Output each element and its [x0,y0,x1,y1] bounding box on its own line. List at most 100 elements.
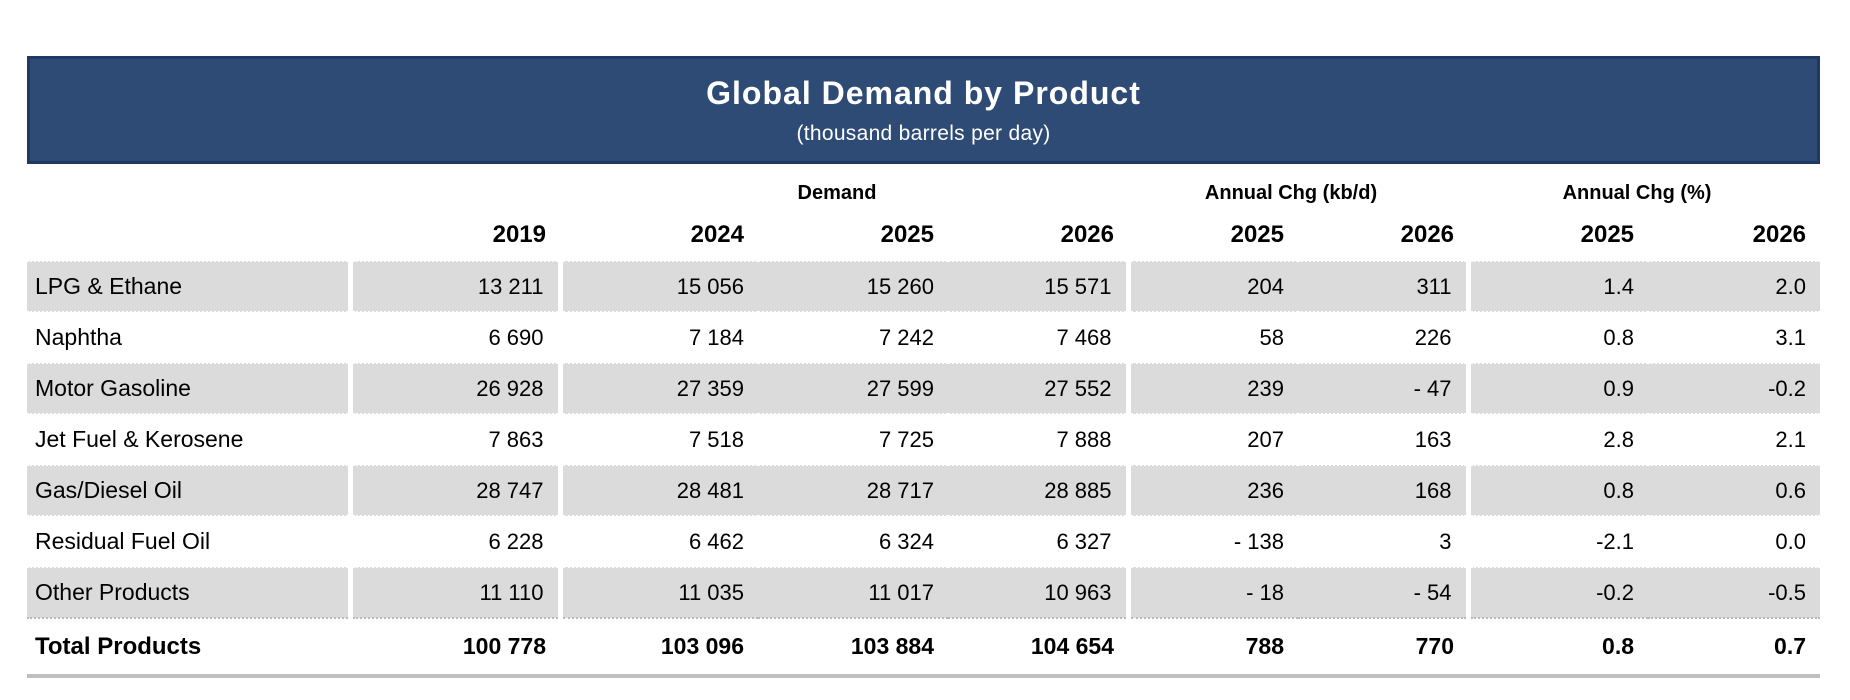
value-cell: 311 [1298,260,1471,312]
value-cell: 103 096 [560,617,758,678]
product-label: Other Products [27,566,353,618]
year-header: 2025 [1230,220,1284,248]
value-cell: - 138 [1128,515,1298,567]
table-body: LPG & Ethane 13 211 15 056 15 260 15 571 204 3… [27,260,1821,678]
table-row: LPG & Ethane 13 211 15 056 15 260 15 571 204 3… [27,260,1821,312]
group-header-annual-chg-kbd: Annual Chg (kb/d) [1204,182,1378,204]
value-cell: 7 184 [560,311,758,363]
value-cell: -0.2 [1468,566,1649,618]
table-row: Naphtha 6 690 7 184 7 242 7 468 58 226 0.8 3.1 [27,311,1821,363]
value-cell: -2.1 [1468,515,1649,567]
value-cell: 27 359 [560,362,758,414]
year-header: 2026 [1752,220,1807,248]
table-title-banner: Global Demand by Product (thousand barre… [27,56,1820,164]
value-cell: 28 885 [948,464,1131,516]
value-cell: 163 [1298,413,1471,465]
value-cell: 26 928 [350,362,563,414]
value-cell: 7 888 [948,413,1131,465]
group-header-demand: Demand [797,182,877,204]
value-cell: 3 [1298,515,1471,567]
value-cell: 11 110 [350,566,563,618]
value-cell: 6 327 [948,515,1131,567]
year-header: 2026 [1060,220,1114,248]
year-header: 2026 [1400,220,1455,248]
value-cell: 0.8 [1468,311,1649,363]
year-header: 2024 [690,220,744,248]
value-cell: 103 884 [758,617,948,678]
value-cell: - 47 [1298,362,1471,414]
value-cell: 0.7 [1648,617,1821,678]
value-cell: 7 518 [560,413,758,465]
value-cell: 11 035 [560,566,758,618]
product-label: LPG & Ethane [27,260,353,312]
value-cell: 204 [1128,260,1298,312]
table-row: Motor Gasoline 26 928 27 359 27 599 27 552 23… [27,362,1821,414]
table-row: Gas/Diesel Oil 28 747 28 481 28 717 28 885 23… [27,464,1821,516]
product-label: Residual Fuel Oil [27,515,353,567]
value-cell: 28 481 [560,464,758,516]
product-label: Naphtha [27,311,353,363]
value-cell: 58 [1128,311,1298,363]
year-header: 2019 [492,220,546,248]
year-header: 2025 [880,220,934,248]
value-cell: 2.0 [1648,260,1821,312]
value-cell: 2.8 [1468,413,1649,465]
value-cell: - 18 [1128,566,1298,618]
product-label: Total Products [27,617,350,678]
value-cell: 3.1 [1648,311,1821,363]
value-cell: 15 260 [758,260,948,312]
value-cell: 27 599 [758,362,948,414]
value-cell: 236 [1128,464,1298,516]
table-row: Jet Fuel & Kerosene 7 863 7 518 7 725 7 888 2… [27,413,1821,465]
table-title: Global Demand by Product [706,74,1141,111]
table-subtitle: (thousand barrels per day) [796,121,1051,145]
value-cell: -0.5 [1648,566,1821,618]
value-cell: 788 [1128,617,1298,678]
value-cell: 7 242 [758,311,948,363]
value-cell: 770 [1298,617,1469,678]
value-cell: 7 725 [758,413,948,465]
value-cell: 6 690 [350,311,563,363]
global-demand-table: Demand Annual Chg (kb/d) Annual Chg (%) … [27,164,1821,678]
value-cell: 10 963 [948,566,1131,618]
value-cell: 168 [1298,464,1471,516]
value-cell: 6 228 [350,515,563,567]
value-cell: 7 863 [350,413,563,465]
product-label: Gas/Diesel Oil [27,464,353,516]
product-label: Motor Gasoline [27,362,353,414]
value-cell: 226 [1298,311,1471,363]
product-label: Jet Fuel & Kerosene [27,413,353,465]
empty-group-cell [350,164,560,209]
value-cell: 7 468 [948,311,1131,363]
table-row: Residual Fuel Oil 6 228 6 462 6 324 6 327- 1… [27,515,1821,567]
value-cell: 6 324 [758,515,948,567]
column-group-header-row: Demand Annual Chg (kb/d) Annual Chg (%) [27,164,1820,209]
value-cell: - 54 [1298,566,1471,618]
value-cell: 0.9 [1468,362,1649,414]
value-cell: 15 571 [948,260,1131,312]
value-cell: 15 056 [560,260,758,312]
value-cell: 207 [1128,413,1298,465]
value-cell: 11 017 [758,566,948,618]
value-cell: 28 717 [758,464,948,516]
empty-group-cell [27,164,350,209]
year-header: 2025 [1580,220,1635,248]
value-cell: 2.1 [1648,413,1821,465]
value-cell: 239 [1128,362,1298,414]
value-cell: 13 211 [350,260,563,312]
table-row: Other Products 11 110 11 035 11 017 10 963- … [27,566,1821,618]
value-cell: 27 552 [948,362,1131,414]
value-cell: 0.8 [1468,617,1649,678]
value-cell: 1.4 [1468,260,1649,312]
empty-year-cell [27,209,350,261]
value-cell: 104 654 [948,617,1128,678]
value-cell: 100 778 [350,617,560,678]
value-cell: 6 462 [560,515,758,567]
value-cell: 0.8 [1468,464,1649,516]
value-cell: 0.6 [1648,464,1821,516]
value-cell: 28 747 [350,464,563,516]
year-header-row: 2019 2024 2025 2026 2025 2026 2025 2026 [27,209,1820,261]
value-cell: 0.0 [1648,515,1821,567]
total-row: Total Products 100 778 103 096 103 884 104 6… [27,617,1821,678]
